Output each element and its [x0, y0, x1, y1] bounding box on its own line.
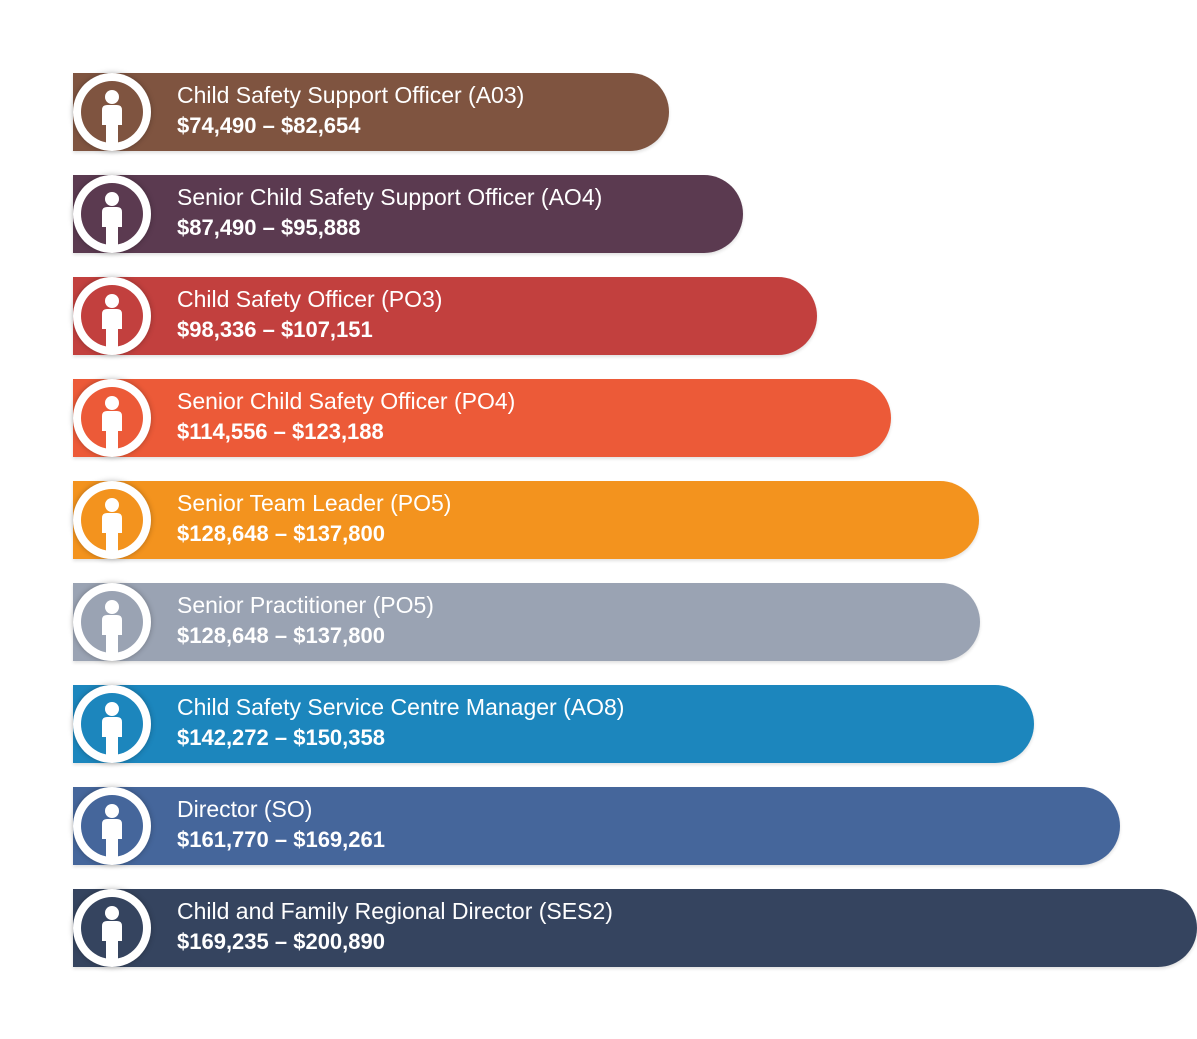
icon-badge [73, 73, 151, 151]
icon-badge [73, 175, 151, 253]
icon-badge [73, 277, 151, 355]
icon-badge [73, 685, 151, 763]
salary-range: $161,770 – $169,261 [177, 827, 385, 852]
salary-bar [73, 685, 1034, 763]
salary-range: $128,648 – $137,800 [177, 521, 385, 546]
role-title: Senior Practitioner (PO5) [177, 592, 434, 618]
role-title: Child and Family Regional Director (SES2… [177, 898, 613, 924]
salary-range: $169,235 – $200,890 [177, 929, 385, 954]
salary-range: $114,556 – $123,188 [177, 419, 384, 444]
icon-badge [73, 583, 151, 661]
salary-bar [73, 889, 1197, 967]
salary-bar [73, 277, 817, 355]
person-icon [81, 387, 143, 449]
icon-badge [73, 787, 151, 865]
person-icon [81, 591, 143, 653]
role-title: Child Safety Service Centre Manager (AO8… [177, 694, 625, 720]
salary-row: Child Safety Support Officer (A03) $74,4… [73, 73, 669, 151]
salary-bar [73, 73, 669, 151]
person-icon [81, 285, 143, 347]
person-icon [81, 693, 143, 755]
salary-row: Senior Team Leader (PO5) $128,648 – $137,… [73, 481, 979, 559]
salary-range: $128,648 – $137,800 [177, 623, 385, 648]
icon-badge [73, 481, 151, 559]
person-icon [81, 81, 143, 143]
salary-row: Senior Child Safety Officer (PO4) $114,55… [73, 379, 891, 457]
icon-badge [73, 889, 151, 967]
salary-row: Senior Practitioner (PO5) $128,648 – $137… [73, 583, 980, 661]
icon-badge [73, 379, 151, 457]
role-title: Senior Child Safety Officer (PO4) [177, 388, 516, 414]
salary-row: Child Safety Service Centre Manager (AO8… [73, 685, 1034, 763]
salary-row: Senior Child Safety Support Officer (AO4… [73, 175, 743, 253]
person-icon [81, 795, 143, 857]
role-title: Senior Team Leader (PO5) [177, 490, 452, 516]
salary-bar [73, 481, 979, 559]
salary-row: Child Safety Officer (PO3) $98,336 – $107… [73, 277, 817, 355]
role-title: Director (SO) [177, 796, 313, 822]
salary-bar [73, 379, 891, 457]
salary-range: $87,490 – $95,888 [177, 215, 361, 240]
person-icon [81, 897, 143, 959]
salary-range: $74,490 – $82,654 [177, 113, 361, 138]
salary-row: Child and Family Regional Director (SES2… [73, 889, 1197, 967]
salary-bar [73, 787, 1120, 865]
salary-bar [73, 583, 980, 661]
role-title: Senior Child Safety Support Officer (AO4… [177, 184, 603, 210]
salary-range: $142,272 – $150,358 [177, 725, 385, 750]
salary-range: $98,336 – $107,151 [177, 317, 373, 342]
salary-row: Director (SO) $161,770 – $169,261 [73, 787, 1120, 865]
person-icon [81, 489, 143, 551]
salary-bar [73, 175, 743, 253]
person-icon [81, 183, 143, 245]
role-title: Child Safety Support Officer (A03) [177, 82, 525, 108]
role-title: Child Safety Officer (PO3) [177, 286, 443, 312]
